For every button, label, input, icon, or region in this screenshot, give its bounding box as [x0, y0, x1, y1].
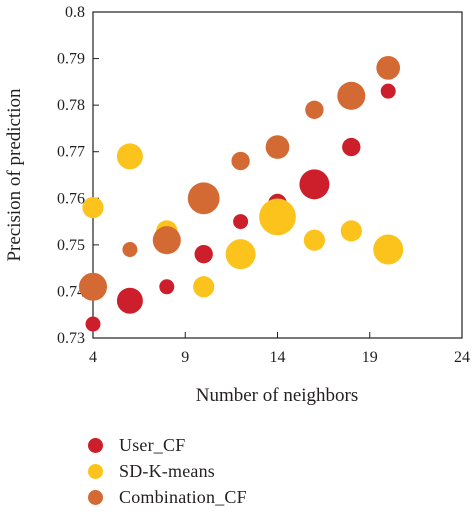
bubble-combination-cf [152, 226, 181, 255]
x-axis-title: Number of neighbors [196, 385, 359, 406]
bubble-sd-k-means [225, 239, 256, 270]
y-axis-ticks: 0.73 0.74 0.75 0.76 0.77 0.78 0.79 0.8 [57, 4, 99, 347]
y-tick-label: 0.79 [57, 51, 85, 68]
bubble-sd-k-means [340, 220, 362, 242]
bubble-user-cf [116, 287, 143, 314]
y-tick-label: 0.74 [57, 283, 85, 300]
y-tick-label: 0.76 [57, 190, 85, 207]
plot-frame [92, 11, 463, 339]
legend: User_CF SD-K-means Combination_CF [88, 432, 247, 510]
bubble-sd-k-means [116, 143, 143, 170]
x-tick-label: 9 [181, 349, 189, 366]
x-tick-label: 24 [454, 349, 470, 366]
bubble-user-cf [380, 83, 396, 99]
legend-marker-combination-cf [88, 489, 103, 505]
x-axis-ticks: 4 9 14 19 24 [89, 332, 470, 366]
legend-label-combination-cf: Combination_CF [119, 486, 247, 507]
legend-label-user-cf: User_CF [119, 434, 186, 455]
y-tick-label: 0.8 [65, 4, 85, 21]
legend-marker-user-cf [88, 437, 103, 453]
bubble-combination-cf [231, 151, 250, 171]
bubble-combination-cf [265, 135, 290, 159]
y-axis-title: Precision of prediction [4, 88, 25, 262]
y-tick-label: 0.77 [57, 144, 85, 161]
legend-marker-sd-k-means [88, 463, 103, 479]
bubble-combination-cf [376, 56, 401, 80]
bubble-user-cf [299, 169, 330, 200]
legend-item-sd-k-means: SD-K-means [88, 458, 247, 484]
bubble-combination-cf [122, 242, 138, 258]
legend-item-user-cf: User_CF [88, 432, 247, 458]
bubble-sd-k-means [373, 234, 404, 265]
bubble-combination-cf [78, 272, 108, 301]
bubble-sd-k-means [193, 276, 215, 298]
y-tick-label: 0.73 [57, 330, 85, 347]
data-bubbles [78, 56, 404, 332]
bubble-user-cf [194, 244, 213, 264]
bubble-combination-cf [337, 81, 366, 110]
x-tick-label: 19 [362, 349, 378, 366]
bubble-user-cf [85, 316, 101, 332]
legend-label-sd-k-means: SD-K-means [119, 460, 215, 481]
bubble-sd-k-means [82, 196, 104, 219]
x-tick-label: 14 [270, 349, 286, 366]
bubble-combination-cf [305, 100, 324, 119]
bubble-user-cf [233, 214, 249, 230]
x-tick-label: 4 [89, 349, 97, 366]
y-tick-label: 0.75 [57, 237, 85, 254]
bubble-sd-k-means [303, 229, 326, 251]
bubble-combination-cf [187, 182, 220, 215]
y-tick-label: 0.78 [57, 97, 85, 114]
bubble-user-cf [342, 137, 361, 157]
bubble-user-cf [159, 279, 175, 295]
bubble-sd-k-means [259, 198, 296, 236]
legend-item-combination-cf: Combination_CF [88, 484, 247, 510]
